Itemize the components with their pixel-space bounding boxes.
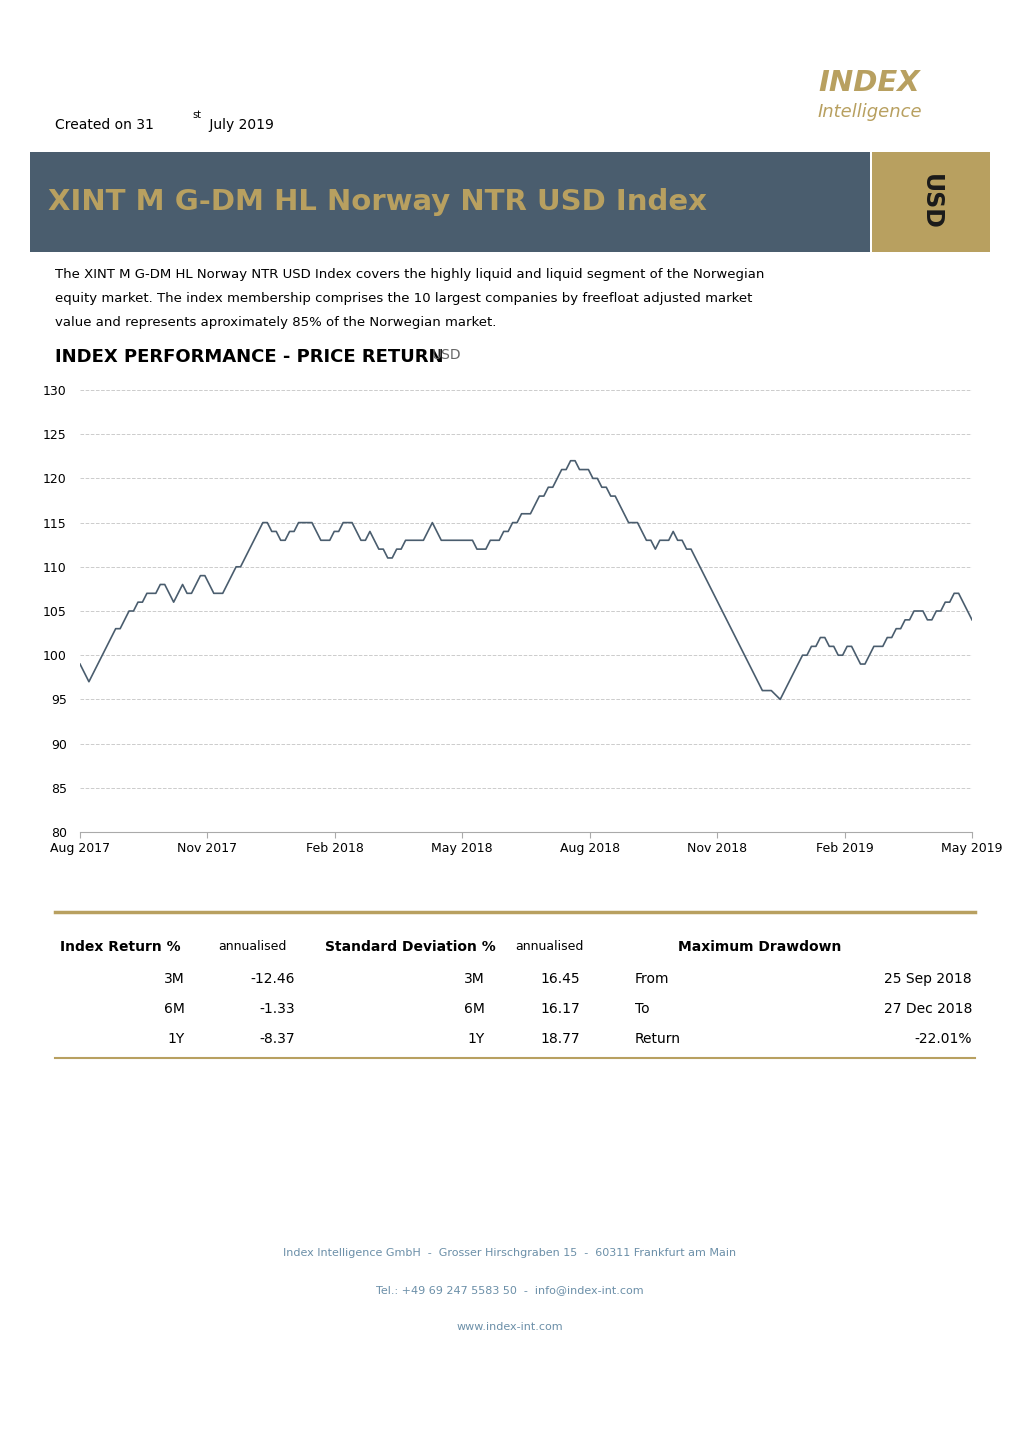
Text: Index Intelligence GmbH  -  Grosser Hirschgraben 15  -  60311 Frankfurt am Main: Index Intelligence GmbH - Grosser Hirsch… [283, 1247, 736, 1257]
Text: Created on 31: Created on 31 [55, 118, 154, 133]
Text: Standard Deviation %: Standard Deviation % [325, 940, 495, 955]
Text: annualised: annualised [515, 940, 583, 953]
Text: 6M: 6M [464, 1002, 484, 1017]
Text: annualised: annualised [218, 940, 286, 953]
Text: XINT M G-DM HL Norway NTR USD Index: XINT M G-DM HL Norway NTR USD Index [48, 187, 706, 216]
Text: -12.46: -12.46 [251, 972, 294, 986]
Text: INDEX PERFORMANCE - PRICE RETURN: INDEX PERFORMANCE - PRICE RETURN [55, 348, 443, 366]
Text: -1.33: -1.33 [259, 1002, 294, 1017]
Text: To: To [635, 1002, 649, 1017]
Text: Maximum Drawdown: Maximum Drawdown [678, 940, 841, 955]
Text: st: st [192, 110, 201, 120]
Text: From: From [635, 972, 668, 986]
Text: 6M: 6M [164, 1002, 184, 1017]
Text: -22.01%: -22.01% [914, 1032, 971, 1045]
Text: Index Return %: Index Return % [60, 940, 180, 955]
Text: The XINT M G-DM HL Norway NTR USD Index covers the highly liquid and liquid segm: The XINT M G-DM HL Norway NTR USD Index … [55, 268, 763, 281]
Text: INDEX: INDEX [817, 69, 919, 97]
Text: equity market. The index membership comprises the 10 largest companies by freefl: equity market. The index membership comp… [55, 291, 752, 306]
Text: USD: USD [432, 348, 462, 362]
Text: 16.17: 16.17 [540, 1002, 580, 1017]
Bar [30, 151, 869, 252]
Text: July 2019: July 2019 [205, 118, 274, 133]
Text: 1Y: 1Y [468, 1032, 484, 1045]
Text: Intelligence: Intelligence [817, 102, 922, 121]
Text: 3M: 3M [164, 972, 184, 986]
Text: 25 Sep 2018: 25 Sep 2018 [883, 972, 971, 986]
Text: 16.45: 16.45 [540, 972, 580, 986]
Text: USD: USD [918, 174, 943, 229]
Text: value and represents aproximately 85% of the Norwegian market.: value and represents aproximately 85% of… [55, 316, 496, 329]
Text: 1Y: 1Y [167, 1032, 184, 1045]
Text: -8.37: -8.37 [259, 1032, 294, 1045]
Text: Tel.: +49 69 247 5583 50  -  info@index-int.com: Tel.: +49 69 247 5583 50 - info@index-in… [376, 1285, 643, 1295]
Text: 3M: 3M [464, 972, 484, 986]
Bar [871, 151, 989, 252]
Text: Return: Return [635, 1032, 681, 1045]
Text: 18.77: 18.77 [540, 1032, 580, 1045]
Text: www.index-int.com: www.index-int.com [457, 1322, 562, 1332]
Text: 27 Dec 2018: 27 Dec 2018 [882, 1002, 971, 1017]
